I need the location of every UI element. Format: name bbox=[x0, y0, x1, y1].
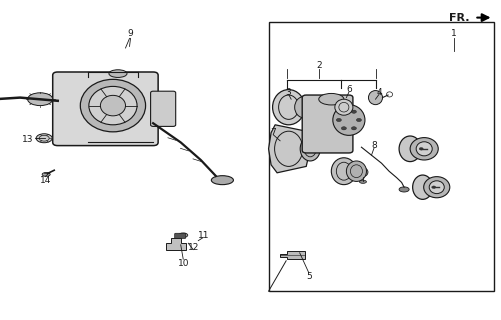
Ellipse shape bbox=[418, 148, 422, 150]
Ellipse shape bbox=[412, 175, 432, 199]
Ellipse shape bbox=[80, 79, 145, 132]
Ellipse shape bbox=[351, 127, 356, 130]
Text: 5: 5 bbox=[305, 272, 311, 281]
Ellipse shape bbox=[318, 93, 343, 105]
FancyBboxPatch shape bbox=[150, 91, 175, 126]
Polygon shape bbox=[279, 251, 304, 259]
Ellipse shape bbox=[36, 134, 52, 143]
Text: 2: 2 bbox=[315, 61, 321, 70]
Text: 9: 9 bbox=[127, 29, 133, 38]
Ellipse shape bbox=[356, 118, 361, 122]
Ellipse shape bbox=[109, 70, 127, 77]
Ellipse shape bbox=[431, 186, 435, 188]
Text: 8: 8 bbox=[370, 141, 376, 150]
Text: 6: 6 bbox=[345, 85, 351, 94]
FancyBboxPatch shape bbox=[53, 72, 158, 146]
Polygon shape bbox=[268, 125, 310, 173]
Ellipse shape bbox=[341, 127, 346, 130]
Ellipse shape bbox=[294, 97, 312, 118]
Ellipse shape bbox=[398, 136, 420, 162]
Ellipse shape bbox=[351, 110, 356, 113]
Ellipse shape bbox=[428, 181, 443, 194]
Ellipse shape bbox=[211, 176, 233, 185]
Text: 10: 10 bbox=[177, 260, 188, 268]
Ellipse shape bbox=[178, 233, 187, 237]
Text: FR.: FR. bbox=[448, 12, 469, 23]
Ellipse shape bbox=[346, 161, 366, 181]
Ellipse shape bbox=[42, 172, 50, 176]
Ellipse shape bbox=[100, 95, 125, 116]
Ellipse shape bbox=[423, 177, 449, 198]
Bar bbox=[268, 22, 493, 291]
Text: 14: 14 bbox=[40, 176, 51, 185]
Ellipse shape bbox=[359, 180, 366, 183]
Ellipse shape bbox=[409, 138, 437, 160]
FancyBboxPatch shape bbox=[174, 233, 185, 238]
Ellipse shape bbox=[415, 142, 431, 156]
Text: 4: 4 bbox=[375, 88, 381, 97]
Ellipse shape bbox=[334, 99, 352, 115]
Ellipse shape bbox=[357, 168, 367, 177]
Ellipse shape bbox=[332, 105, 364, 135]
Ellipse shape bbox=[336, 118, 341, 122]
Text: 1: 1 bbox=[450, 29, 456, 38]
Ellipse shape bbox=[331, 158, 356, 185]
Ellipse shape bbox=[272, 90, 304, 125]
Ellipse shape bbox=[341, 110, 346, 113]
Text: 12: 12 bbox=[187, 244, 198, 252]
FancyBboxPatch shape bbox=[302, 95, 352, 153]
Ellipse shape bbox=[28, 93, 53, 106]
Text: 11: 11 bbox=[197, 231, 208, 240]
Ellipse shape bbox=[368, 91, 382, 105]
Polygon shape bbox=[165, 238, 185, 250]
Ellipse shape bbox=[89, 86, 137, 125]
Text: 13: 13 bbox=[22, 135, 33, 144]
Ellipse shape bbox=[300, 137, 320, 161]
Text: 7: 7 bbox=[270, 128, 276, 137]
Ellipse shape bbox=[398, 187, 408, 192]
Text: 3: 3 bbox=[285, 88, 291, 97]
